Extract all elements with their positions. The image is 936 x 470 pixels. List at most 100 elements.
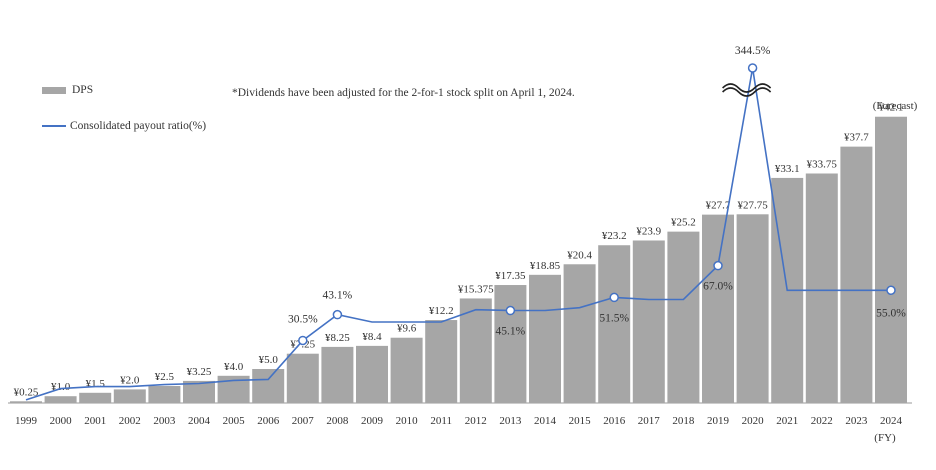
x-tick-2002: 2002 [119,415,141,427]
dps-bar-1999 [10,401,42,403]
x-tick-2022: 2022 [811,415,833,427]
x-tick-2017: 2017 [638,415,661,427]
dps-label-2003: ¥2.5 [155,371,175,383]
dps-bar-2003 [148,386,181,403]
payout-marker-2013 [505,305,516,316]
dps-label-2012: ¥15.375 [458,283,494,295]
dps-bar-2017 [632,240,665,403]
dps-label-2011: ¥12.2 [429,305,454,317]
x-tick-2008: 2008 [326,415,349,427]
dps-label-2008: ¥8.25 [325,332,350,344]
x-tick-2012: 2012 [465,415,487,427]
axis-break-mark-top [722,83,772,93]
dps-bar-2001 [79,392,112,403]
dps-bar-2014 [529,274,561,403]
dps-bar-2007 [286,353,319,403]
x-tick-2018: 2018 [672,415,695,427]
payout-label-2007: 30.5% [288,313,318,325]
dps-label-2013: ¥17.35 [495,270,526,282]
dps-label-2024: ¥42.1 [879,102,904,114]
dps-bar-2023 [840,146,873,403]
payout-marker-2020 [747,63,758,73]
x-tick-2009: 2009 [361,415,384,427]
dps-bar-2009 [356,345,388,403]
dps-bar-2002 [113,389,146,403]
dps-label-2016: ¥23.2 [602,230,627,242]
payout-label-2016: 51.5% [599,312,629,324]
stock-split-note: *Dividends have been adjusted for the 2-… [232,87,575,99]
dps-label-2022: ¥33.75 [807,159,838,171]
dps-label-2001: ¥1.5 [86,378,106,390]
payout-marker-2016 [609,292,619,303]
x-tick-1999: 1999 [15,415,38,427]
x-tick-2014: 2014 [534,415,557,427]
x-tick-2005: 2005 [223,415,246,427]
x-axis-unit-label: (FY) [874,432,896,444]
dps-bar-2020 [736,214,769,403]
x-tick-2023: 2023 [845,415,868,427]
dps-label-2017: ¥23.9 [636,225,661,237]
dps-bar-2004 [183,380,215,403]
dps-label-2023: ¥37.7 [844,132,869,144]
axis-break-mark-bottom [722,87,772,97]
dps-label-2004: ¥3.25 [187,366,212,378]
payout-marker-2008 [332,309,343,320]
x-tick-2006: 2006 [257,415,280,427]
dps-label-2005: ¥4.0 [224,361,244,373]
dps-bar-2022 [805,173,838,403]
legend-line-swatch [42,125,66,128]
x-tick-2007: 2007 [292,415,315,427]
payout-label-2013: 45.1% [496,326,526,338]
dps-bar-2008 [321,346,354,403]
dps-bar-2019 [702,214,734,403]
dps-label-2020: ¥27.75 [737,199,768,211]
dps-label-2014: ¥18.85 [530,260,561,272]
dps-bar-2024 [875,116,907,403]
dps-bar-2012 [459,298,492,403]
x-tick-2020: 2020 [742,415,765,427]
payout-label-2024: 55.0% [876,307,906,319]
legend-dps: DPS [42,84,93,96]
x-tick-2015: 2015 [569,415,592,427]
payout-label-2008: 43.1% [323,290,353,302]
x-tick-2003: 2003 [153,415,176,427]
x-tick-2004: 2004 [188,415,211,427]
payout-label-2020: 344.5% [735,45,771,57]
dps-bar-2000 [44,396,77,403]
x-tick-2021: 2021 [776,415,798,427]
dps-bar-2006 [252,369,285,403]
dps-bar-2016 [598,245,631,403]
dps-label-2019: ¥27.7 [706,200,731,212]
dps-bar-2011 [425,320,458,403]
x-tick-2019: 2019 [707,415,730,427]
x-tick-2011: 2011 [430,415,452,427]
legend-dps-label: DPS [72,84,94,96]
legend-payout-ratio: Consolidated payout ratio(%) [42,120,206,132]
dps-label-2018: ¥25.2 [671,217,696,229]
dps-label-2006: ¥5.0 [259,354,279,366]
x-tick-2001: 2001 [84,415,106,427]
forecast-label: (Forecast) [873,100,918,112]
payout-marker-2019 [713,260,723,271]
dps-bar-2015 [563,264,596,403]
dps-bar-2013 [494,285,527,403]
dps-label-2002: ¥2.0 [120,374,140,386]
legend-bar-swatch [42,86,66,94]
dps-label-2015: ¥20.4 [567,249,592,261]
legend-payout-ratio-label: Consolidated payout ratio(%) [70,120,207,132]
x-tick-2010: 2010 [396,415,419,427]
x-tick-2016: 2016 [603,415,626,427]
x-tick-2024: 2024 [880,415,903,427]
payout-marker-2024 [886,285,896,295]
payout-label-2019: 67.0% [703,281,733,293]
payout-marker-2007 [298,335,308,346]
dps-label-2009: ¥8.4 [362,331,382,343]
x-tick-2013: 2013 [499,415,522,427]
dps-label-2021: ¥33.1 [775,163,800,175]
dps-bar-2018 [667,231,700,403]
dps-label-2010: ¥9.6 [397,323,417,335]
x-tick-2000: 2000 [50,415,73,427]
payout-ratio-line [25,67,891,401]
dps-label-1999: ¥0.25 [14,386,39,398]
